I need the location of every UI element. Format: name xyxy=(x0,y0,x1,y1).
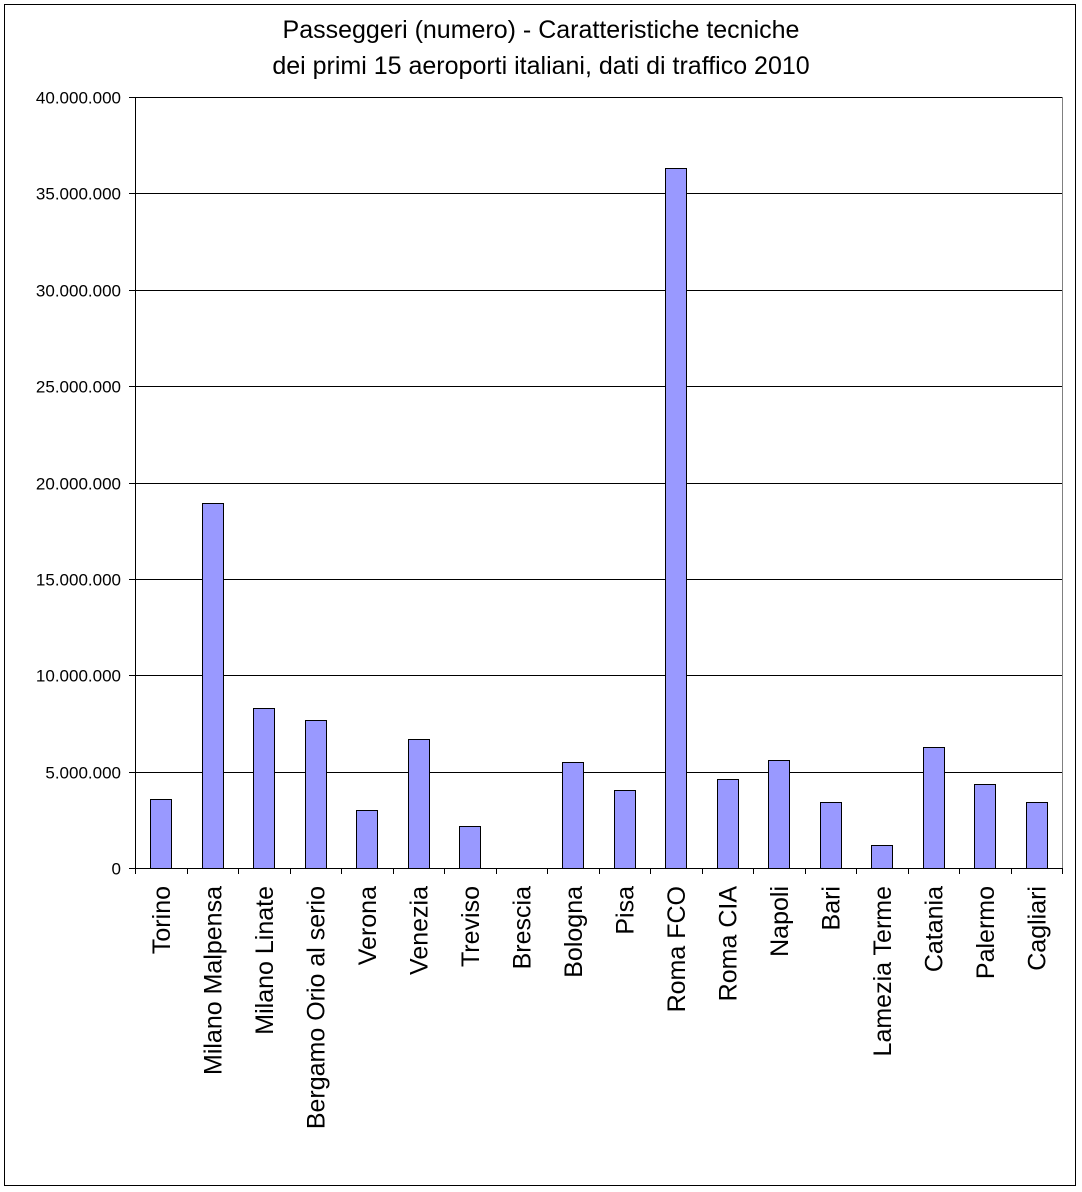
x-tick-label: Venezia xyxy=(405,886,433,975)
x-tick-label: Milano Linate xyxy=(251,886,279,1035)
bar xyxy=(305,720,327,869)
bar xyxy=(871,845,893,869)
x-tick-label: Catania xyxy=(920,886,948,972)
x-tick-label: Brescia xyxy=(508,886,536,969)
x-tick-label: Verona xyxy=(354,886,382,965)
y-tick-labels: 0 5.000.000 10.000.000 15.000.000 20.000.000… xyxy=(36,89,121,879)
bar xyxy=(356,810,378,869)
bar xyxy=(974,784,996,869)
x-tick-label: Pisa xyxy=(611,886,639,935)
x-tick-label: Bari xyxy=(817,886,845,930)
bar xyxy=(717,779,739,869)
bar xyxy=(562,762,584,869)
y-tick-label: 10.000.000 xyxy=(36,667,121,686)
y-tick-label: 30.000.000 xyxy=(36,282,121,301)
bar xyxy=(253,708,275,869)
gridlines xyxy=(135,97,1062,773)
bars xyxy=(150,168,1048,869)
bar xyxy=(202,503,224,869)
y-tick-label: 35.000.000 xyxy=(36,185,121,204)
y-tick-label: 15.000.000 xyxy=(36,571,121,590)
bar xyxy=(768,760,790,869)
axes xyxy=(129,97,1063,874)
bar xyxy=(614,790,636,869)
bar xyxy=(150,799,172,869)
bar xyxy=(923,747,945,869)
x-tick-label: Cagliari xyxy=(1023,886,1051,971)
y-tick-label: 20.000.000 xyxy=(36,475,121,494)
bar xyxy=(820,802,842,869)
x-tick-label: Treviso xyxy=(457,886,485,967)
y-tick-label: 0 xyxy=(112,860,121,879)
bar xyxy=(665,168,687,869)
x-tick-label: Lamezia Terme xyxy=(869,886,897,1056)
x-tick-label: Bergamo Orio al serio xyxy=(302,886,330,1129)
chart-frame xyxy=(4,4,1076,1186)
x-tick-labels: Torino Milano Malpensa Milano Linate Bergam… xyxy=(148,886,1052,1129)
x-tick-label: Bologna xyxy=(560,886,588,978)
x-tick-label: Roma FCO xyxy=(663,886,691,1012)
x-tick-label: Roma CIA xyxy=(714,886,742,1002)
y-tick-label: 40.000.000 xyxy=(36,89,121,108)
x-tick-label: Napoli xyxy=(766,886,794,957)
bar xyxy=(459,826,481,869)
chart-title-line-2: dei primi 15 aeroporti italiani, dati di… xyxy=(272,52,810,80)
y-tick-label: 25.000.000 xyxy=(36,378,121,397)
x-tick-label: Milano Malpensa xyxy=(199,886,227,1075)
bar xyxy=(408,739,430,869)
chart-title-line-1: Passeggeri (numero) - Caratteristiche te… xyxy=(282,16,800,44)
x-tick-label: Torino xyxy=(148,886,176,954)
y-tick-label: 5.000.000 xyxy=(45,764,121,783)
bar xyxy=(1026,802,1048,869)
x-tick-label: Palermo xyxy=(972,886,1000,979)
chart-title: Passeggeri (numero) - Caratteristiche te… xyxy=(0,12,1082,84)
